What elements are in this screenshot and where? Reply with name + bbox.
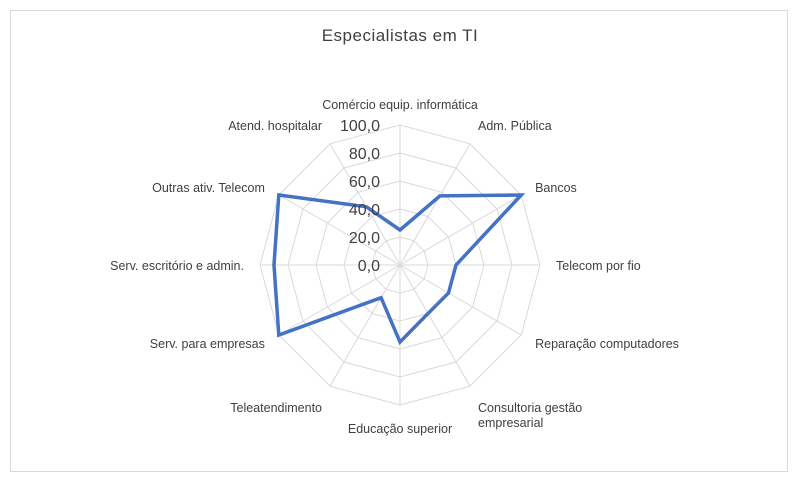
grid-spoke — [278, 194, 401, 266]
tick-label: 80,0 — [349, 146, 380, 163]
tick-label: 40,0 — [349, 202, 380, 219]
tick-label: 60,0 — [349, 174, 380, 191]
category-label: Outras ativ. Telecom — [152, 181, 265, 195]
category-label: Teleatendimento — [230, 401, 322, 415]
category-label-line: Comércio equip. informática — [322, 98, 478, 112]
category-label: Serv. escritório e admin. — [110, 259, 244, 273]
category-label: Serv. para empresas — [150, 337, 265, 351]
category-label: Comércio equip. informática — [322, 98, 478, 112]
chart-title: Especialistas em TI — [321, 26, 479, 45]
tick-label: 20,0 — [349, 230, 380, 247]
grid-spoke — [329, 143, 401, 266]
grid-spoke — [329, 264, 401, 387]
category-label-line: Atend. hospitalar — [228, 119, 322, 133]
series-layer — [272, 193, 526, 346]
category-label: Consultoria gestão empresarial — [478, 401, 582, 430]
tick-label: 100,0 — [340, 118, 380, 135]
category-label-line: Outras ativ. Telecom — [152, 181, 265, 195]
grid-spoke — [399, 143, 471, 266]
chart-area — [10, 10, 788, 472]
category-label-line: Consultoria gestão — [478, 401, 582, 415]
category-label-line: Serv. para empresas — [150, 337, 265, 351]
grid-spoke — [399, 264, 522, 336]
tick-labels: 0,0 20,0 40,0 60,0 80,0 100,0 — [340, 118, 380, 275]
category-label-line: Serv. escritório e admin. — [110, 259, 244, 273]
tick-label: 0,0 — [358, 258, 380, 275]
category-label-line: Educação superior — [348, 422, 452, 436]
category-label: Atend. hospitalar — [228, 119, 322, 133]
category-label-line: Teleatendimento — [230, 401, 322, 415]
grid-spoke — [278, 264, 401, 336]
category-label-line: Adm. Pública — [478, 119, 552, 133]
grid-layer — [259, 124, 541, 406]
category-label: Reparação computadores — [535, 337, 679, 351]
category-label: Educação superior — [348, 422, 452, 436]
category-label: Bancos — [535, 181, 577, 195]
category-label-line: Telecom por fio — [556, 259, 641, 273]
grid-spoke — [399, 264, 471, 387]
category-label: Adm. Pública — [478, 119, 552, 133]
category-label-line: Reparação computadores — [535, 337, 679, 351]
category-label: Telecom por fio — [556, 259, 641, 273]
category-label-line: empresarial — [478, 416, 543, 430]
category-label-line: Bancos — [535, 181, 577, 195]
grid-spoke — [399, 194, 522, 266]
